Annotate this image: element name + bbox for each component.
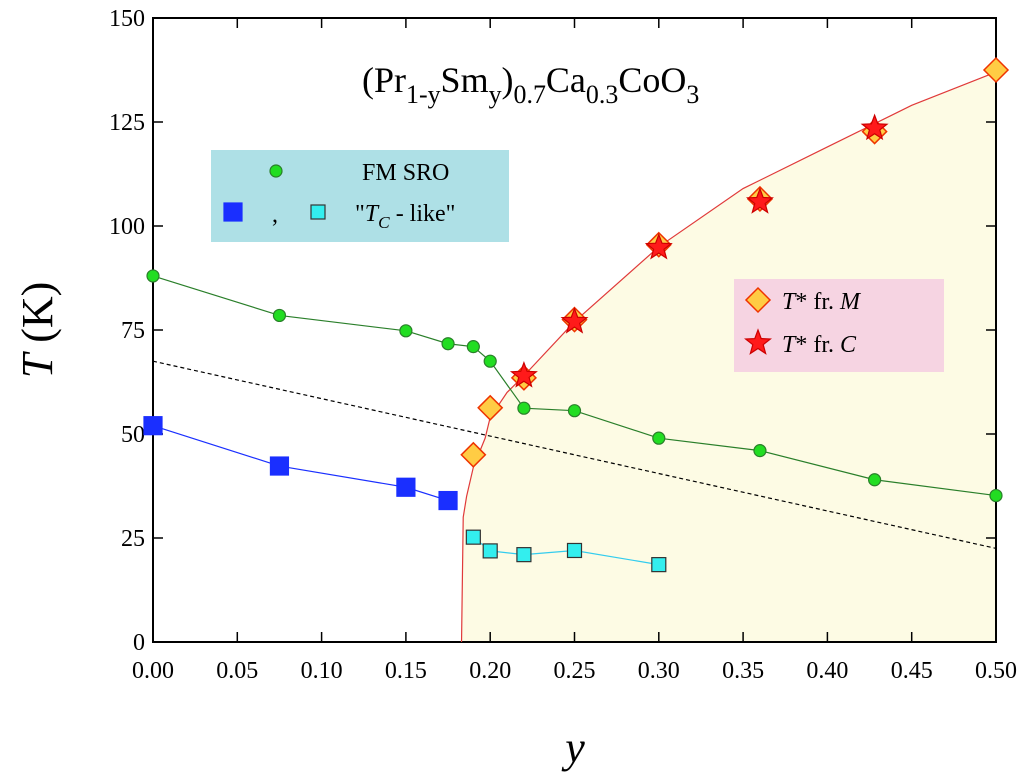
text-part: y bbox=[489, 80, 502, 109]
x-tick-label: 0.15 bbox=[385, 658, 427, 684]
marker bbox=[989, 488, 1003, 503]
x-tick-label: 0.25 bbox=[554, 658, 596, 684]
x-tick-label: 0.30 bbox=[638, 658, 680, 684]
marker bbox=[272, 308, 287, 323]
y-tick-label: 125 bbox=[109, 110, 145, 136]
y-axis-label: T (K) bbox=[13, 282, 62, 379]
text-part: T bbox=[782, 332, 797, 358]
marker bbox=[744, 286, 772, 314]
marker bbox=[516, 547, 532, 563]
series-line bbox=[152, 360, 997, 549]
legend bbox=[211, 150, 509, 242]
y-tick-label: 50 bbox=[121, 422, 145, 448]
text-part: CoO bbox=[618, 60, 686, 100]
legend-label: FM SRO bbox=[362, 160, 449, 186]
marker bbox=[651, 557, 667, 573]
text-part: 0.7 bbox=[514, 80, 546, 109]
x-tick-label: 0.05 bbox=[216, 658, 258, 684]
text-part: T bbox=[13, 350, 62, 378]
series-line bbox=[152, 275, 997, 497]
marker bbox=[860, 113, 889, 141]
y-tick-label: 25 bbox=[121, 526, 145, 552]
marker bbox=[460, 441, 487, 468]
chart-title: (Pr1-ySmy)0.7Ca0.3CoO3 bbox=[362, 60, 699, 109]
y-tick-label: 150 bbox=[109, 6, 145, 32]
marker bbox=[399, 324, 413, 338]
text-part: (Pr bbox=[362, 60, 406, 100]
x-tick-label: 0.20 bbox=[469, 658, 511, 684]
marker bbox=[310, 204, 326, 220]
marker bbox=[466, 340, 480, 354]
series-line bbox=[460, 71, 997, 643]
y-tick-label: 100 bbox=[109, 214, 145, 240]
marker bbox=[567, 404, 582, 418]
marker bbox=[753, 444, 767, 458]
marker bbox=[745, 187, 774, 214]
marker bbox=[438, 490, 458, 511]
series-line bbox=[152, 425, 449, 502]
text-part: Ca bbox=[546, 60, 586, 100]
text-part: ) bbox=[502, 60, 514, 100]
marker bbox=[982, 56, 1010, 84]
marker bbox=[652, 431, 666, 445]
text-part: Sm bbox=[441, 60, 489, 100]
marker bbox=[465, 529, 481, 545]
text-part: T bbox=[782, 289, 797, 315]
marker bbox=[509, 361, 538, 388]
text-part: * fr. bbox=[795, 289, 840, 315]
marker bbox=[143, 416, 163, 436]
marker bbox=[744, 328, 772, 355]
text-part: M bbox=[839, 289, 862, 315]
area bbox=[461, 72, 997, 642]
x-tick-label: 0.40 bbox=[806, 658, 848, 684]
legend-label: T* fr. C bbox=[782, 332, 857, 358]
x-tick-label: 0.50 bbox=[975, 658, 1017, 684]
marker bbox=[566, 542, 583, 559]
text-part: 3 bbox=[686, 80, 699, 109]
marker bbox=[396, 477, 416, 497]
text-part: 1-y bbox=[406, 80, 441, 109]
y-tick-label: 0 bbox=[133, 630, 145, 656]
legend-separator: , bbox=[272, 202, 278, 228]
marker bbox=[560, 306, 589, 334]
marker bbox=[269, 456, 290, 476]
legend-label: "TC - like" bbox=[355, 201, 455, 232]
marker bbox=[269, 164, 283, 178]
marker bbox=[441, 337, 455, 351]
legend bbox=[734, 279, 944, 372]
marker bbox=[223, 202, 243, 222]
x-tick-label: 0.45 bbox=[891, 658, 933, 684]
marker bbox=[146, 269, 160, 283]
marker bbox=[477, 394, 504, 421]
x-tick-label: 0.10 bbox=[301, 658, 343, 684]
legend-label: T* fr. M bbox=[782, 289, 862, 315]
marker bbox=[483, 354, 497, 368]
y-tick-label: 75 bbox=[121, 318, 145, 344]
marker bbox=[644, 232, 673, 260]
text-part: - like" bbox=[390, 201, 456, 227]
text-part: C bbox=[378, 213, 390, 232]
marker bbox=[868, 473, 882, 487]
x-tick-label: 0.00 bbox=[132, 658, 174, 684]
text-part: (K) bbox=[13, 282, 62, 354]
text-part: C bbox=[840, 332, 857, 358]
text-part: 0.3 bbox=[586, 80, 618, 109]
text-part: T bbox=[365, 201, 380, 227]
text-part: " bbox=[355, 201, 365, 227]
x-axis-label: y bbox=[561, 723, 585, 772]
marker bbox=[482, 543, 498, 559]
x-tick-label: 0.35 bbox=[722, 658, 764, 684]
marker bbox=[517, 401, 531, 415]
text-part: * fr. bbox=[795, 332, 840, 358]
